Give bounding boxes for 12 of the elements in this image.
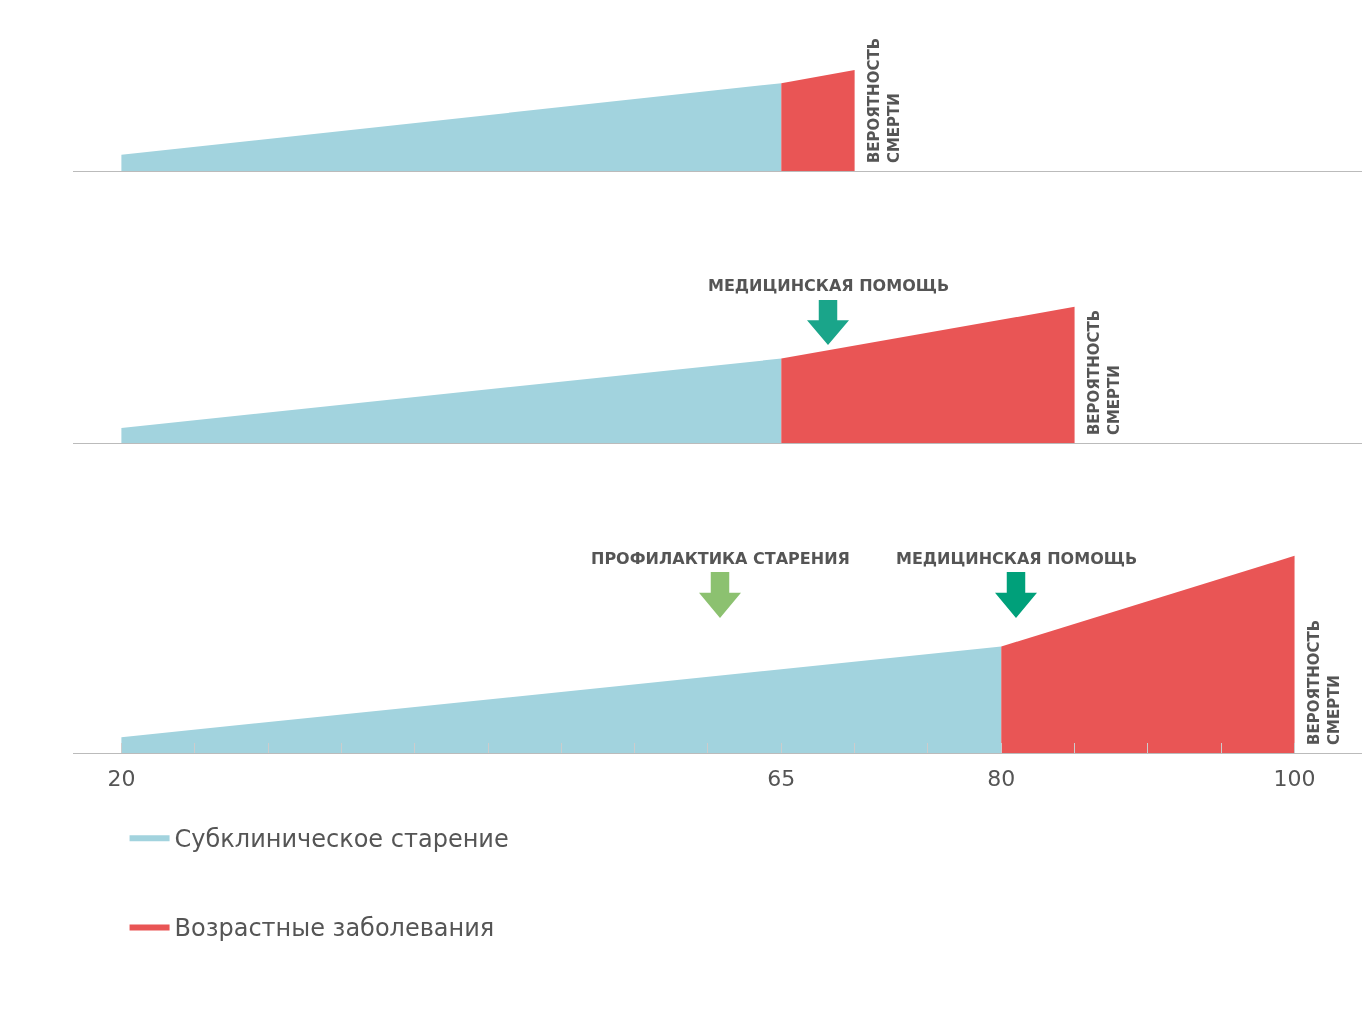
x-tick-label: 80 xyxy=(987,766,1016,792)
annotation: МЕДИЦИНСКАЯ ПОМОЩЬ xyxy=(896,549,1138,568)
x-tick-label: 65 xyxy=(767,766,796,792)
legend-label: Возрастные заболевания xyxy=(174,913,495,942)
annotation: ВЕРОЯТНОСТЬ СМЕРТИ xyxy=(1305,619,1343,746)
legend-label: Субклиническое старение xyxy=(174,824,509,853)
text: МЕДИЦИНСКАЯ ПОМОЩЬ xyxy=(708,276,950,295)
annotation: ПРОФИЛАКТИКА СТАРЕНИЯ xyxy=(591,549,850,568)
x-tick-label: 100 xyxy=(1273,766,1316,792)
annotation: ВЕРОЯТНОСТЬ СМЕРТИ xyxy=(865,37,903,164)
annotation: ВЕРОЯТНОСТЬ СМЕРТИ xyxy=(1085,309,1123,436)
x-tick-label: 20 xyxy=(107,766,136,792)
